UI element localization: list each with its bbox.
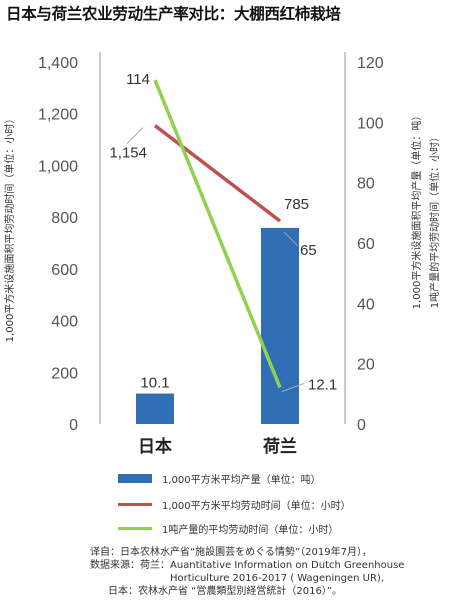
legend-swatch-green-line bbox=[118, 527, 152, 530]
right-tick-label: 0 bbox=[357, 417, 366, 434]
category-label: 荷兰 bbox=[263, 436, 297, 457]
legend-swatch-bar bbox=[118, 474, 152, 483]
right-tick-label: 120 bbox=[357, 55, 384, 72]
green-data-label: 114 bbox=[126, 71, 150, 88]
source-val-3: 农林水产省 “営農類型別経営統計（2016）”。 bbox=[138, 586, 342, 597]
chart: 0 200 400 600 800 1,000 1,200 1,400 0 20 40 60 80 100… bbox=[3, 52, 441, 457]
right-tick-label: 40 bbox=[357, 296, 375, 313]
left-tick-label: 1,400 bbox=[38, 55, 78, 72]
left-tick-label: 1,200 bbox=[38, 107, 78, 124]
right-tick-label: 80 bbox=[357, 176, 375, 193]
source-note: 译自： 日本农林水产省“施設園芸をめぐる情勢”（2019年7月）， 数据来源：荷… bbox=[90, 546, 446, 598]
category-label: 日本 bbox=[138, 436, 172, 457]
legend-label-red-line: 1,000平方米平均劳动时间（单位：小时） bbox=[162, 501, 351, 512]
left-tick-label: 400 bbox=[51, 314, 78, 331]
source-key-3: 日本： bbox=[108, 586, 138, 597]
leader-line bbox=[126, 127, 144, 144]
red-data-label: 1,154 bbox=[109, 145, 147, 162]
red-data-label: 785 bbox=[284, 196, 309, 213]
legend-item-bar: 1,000平方米平均产量（单位：吨） bbox=[118, 471, 321, 486]
right-axis-title-1: 1,000平方米设施面积平均产量（单位：吨） bbox=[410, 111, 423, 310]
source-val-1: 日本农林水产省“施設園芸をめぐる情勢”（2019年7月）， bbox=[120, 547, 372, 558]
left-tick-label: 0 bbox=[69, 417, 78, 434]
red-line bbox=[153, 124, 282, 223]
chart-title: 日本与荷兰农业劳动生产率对比：大棚西红柿栽培 bbox=[6, 5, 341, 23]
green-line bbox=[153, 79, 282, 389]
bar-data-label: 65 bbox=[300, 242, 317, 259]
legend-label-bar: 1,000平方米平均产量（单位：吨） bbox=[162, 475, 321, 486]
source-key-1: 译自： bbox=[90, 547, 120, 558]
left-axis-title: 1,000平方米设施面积平均劳动时间（单位：小时） bbox=[3, 114, 16, 343]
right-tick-label: 20 bbox=[357, 357, 375, 374]
leader-line bbox=[281, 383, 305, 392]
legend-item-green-line: 1吨产量的平均劳动时间（单位：小时） bbox=[118, 521, 338, 536]
leader-line bbox=[283, 231, 299, 247]
green-data-label: 12.1 bbox=[308, 376, 337, 393]
right-tick-label: 100 bbox=[357, 115, 384, 132]
left-tick-label: 1,000 bbox=[38, 158, 78, 175]
left-tick-label: 600 bbox=[51, 262, 78, 279]
right-axis-title-2: 1吨产量的平均劳动时间（单位：小时） bbox=[428, 132, 441, 308]
bar bbox=[261, 227, 299, 424]
legend-label-green-line: 1吨产量的平均劳动时间（单位：小时） bbox=[162, 525, 339, 536]
legend-item-red-line: 1,000平方米平均劳动时间（单位：小时） bbox=[118, 497, 351, 512]
bar bbox=[136, 393, 174, 424]
source-val-2: Auantitative Information on Dutch Greenh… bbox=[170, 560, 405, 584]
bar-data-label: 10.1 bbox=[140, 375, 169, 392]
left-tick-label: 800 bbox=[51, 210, 78, 227]
right-tick-label: 60 bbox=[357, 236, 375, 253]
legend-swatch-red-line bbox=[118, 503, 152, 506]
left-tick-label: 200 bbox=[51, 365, 78, 382]
source-key-2: 数据来源：荷兰： bbox=[90, 560, 170, 571]
